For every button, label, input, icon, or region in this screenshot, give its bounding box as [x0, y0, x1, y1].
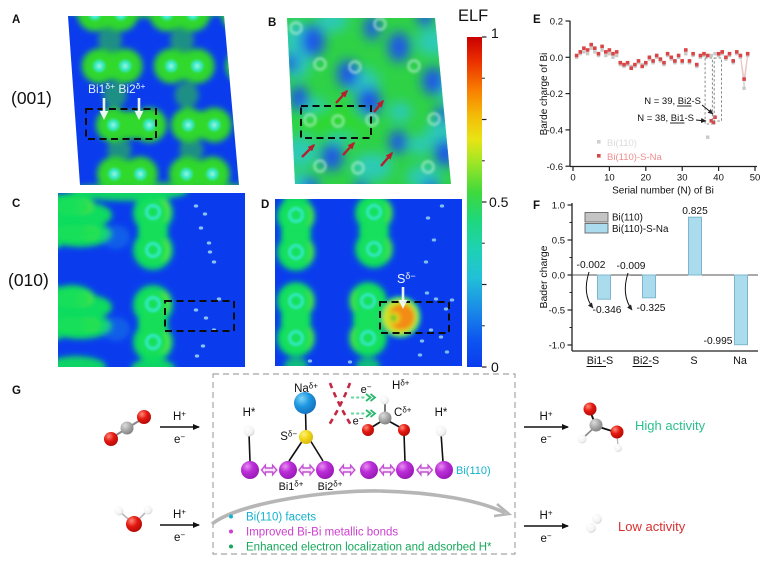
svg-text:ELF: ELF	[458, 7, 488, 25]
svg-text:-0.009: -0.009	[617, 261, 646, 272]
svg-text:Bi1δ+ Bi2δ+: Bi1δ+ Bi2δ+	[88, 81, 145, 96]
svg-text:40: 40	[713, 173, 724, 184]
svg-text:1: 1	[491, 25, 499, 41]
svg-text:Barde charge of Bi: Barde charge of Bi	[539, 53, 550, 136]
svg-text:Serial number (N) of Bi: Serial number (N) of Bi	[612, 186, 714, 197]
svg-text:0.2: 0.2	[550, 17, 563, 28]
svg-text:Hδ+: Hδ+	[392, 379, 410, 393]
svg-text:(001): (001)	[11, 88, 52, 108]
svg-text:G: G	[12, 385, 21, 397]
svg-text:0.0: 0.0	[550, 53, 563, 64]
svg-text:e−: e−	[353, 414, 364, 428]
svg-text:1.0: 1.0	[552, 201, 565, 212]
svg-text:e−: e−	[540, 433, 551, 447]
svg-text:Sδ−: Sδ−	[280, 430, 297, 444]
svg-text:H+: H+	[173, 508, 186, 522]
svg-text:Bi2-S: Bi2-S	[633, 355, 659, 367]
svg-text:Bi(110)-S-Na: Bi(110)-S-Na	[607, 152, 662, 163]
svg-text:Enhanced electron localization: Enhanced electron localization and adsor…	[246, 542, 492, 554]
svg-text:C: C	[12, 198, 20, 210]
svg-text:e−: e−	[540, 532, 551, 546]
svg-text:Bi1δ+: Bi1δ+	[279, 480, 304, 494]
svg-text:N = 39, Bi2-S: N = 39, Bi2-S	[644, 96, 701, 107]
svg-text:Na: Na	[733, 355, 747, 367]
svg-text:Bi(110): Bi(110)	[607, 138, 637, 149]
svg-text:-0.6: -0.6	[547, 162, 563, 173]
svg-text:F: F	[533, 200, 540, 212]
svg-text:Bi1-S: Bi1-S	[587, 355, 613, 367]
svg-text:Cδ+: Cδ+	[394, 406, 412, 420]
svg-text:-0.002: -0.002	[577, 260, 606, 271]
svg-text:30: 30	[677, 173, 688, 184]
svg-text:-0.346: -0.346	[593, 305, 622, 316]
svg-text:H+: H+	[540, 509, 553, 523]
svg-text:0.5: 0.5	[552, 236, 565, 247]
svg-text:e−: e−	[361, 383, 372, 397]
svg-text:-0.4: -0.4	[547, 126, 563, 137]
svg-text:Bader charge: Bader charge	[538, 245, 550, 308]
svg-text:D: D	[261, 199, 269, 211]
svg-text:(010): (010)	[8, 270, 49, 290]
svg-text:Bi(110) facets: Bi(110) facets	[246, 512, 316, 524]
svg-text:N = 38, Bi1-S: N = 38, Bi1-S	[637, 113, 694, 124]
svg-text:50: 50	[750, 173, 761, 184]
svg-text:0: 0	[570, 173, 575, 184]
svg-text:Naδ+: Naδ+	[294, 382, 318, 396]
svg-text:E: E	[533, 14, 541, 26]
svg-text:B: B	[268, 17, 276, 29]
svg-text:-0.325: -0.325	[637, 303, 666, 314]
svg-text:0: 0	[491, 359, 499, 375]
svg-text:0.5: 0.5	[489, 194, 509, 210]
svg-text:H+: H+	[173, 410, 186, 424]
svg-text:0.825: 0.825	[682, 206, 708, 217]
svg-text:e−: e−	[174, 433, 185, 447]
svg-text:H*: H*	[435, 407, 448, 419]
svg-text:-0.2: -0.2	[547, 89, 563, 100]
svg-text:e−: e−	[174, 531, 185, 545]
svg-text:Bi(110)-S-Na: Bi(110)-S-Na	[612, 224, 669, 235]
svg-text:Bi(110): Bi(110)	[456, 465, 491, 477]
svg-text:H*: H*	[243, 407, 256, 419]
svg-text:Improved Bi-Bi metallic bonds: Improved Bi-Bi metallic bonds	[246, 527, 398, 539]
svg-text:20: 20	[641, 173, 652, 184]
svg-text:A: A	[12, 14, 20, 26]
svg-text:-1.0: -1.0	[549, 341, 565, 352]
svg-text:Low activity: Low activity	[618, 519, 686, 534]
svg-text:-0.5: -0.5	[549, 306, 565, 317]
svg-text:10: 10	[604, 173, 615, 184]
svg-text:-0.995: -0.995	[704, 336, 733, 347]
svg-text:S: S	[690, 355, 697, 367]
svg-text:Bi(110): Bi(110)	[612, 213, 643, 224]
svg-text:H+: H+	[540, 410, 553, 424]
svg-text:High activity: High activity	[635, 418, 706, 433]
svg-text:0.0: 0.0	[552, 271, 565, 282]
